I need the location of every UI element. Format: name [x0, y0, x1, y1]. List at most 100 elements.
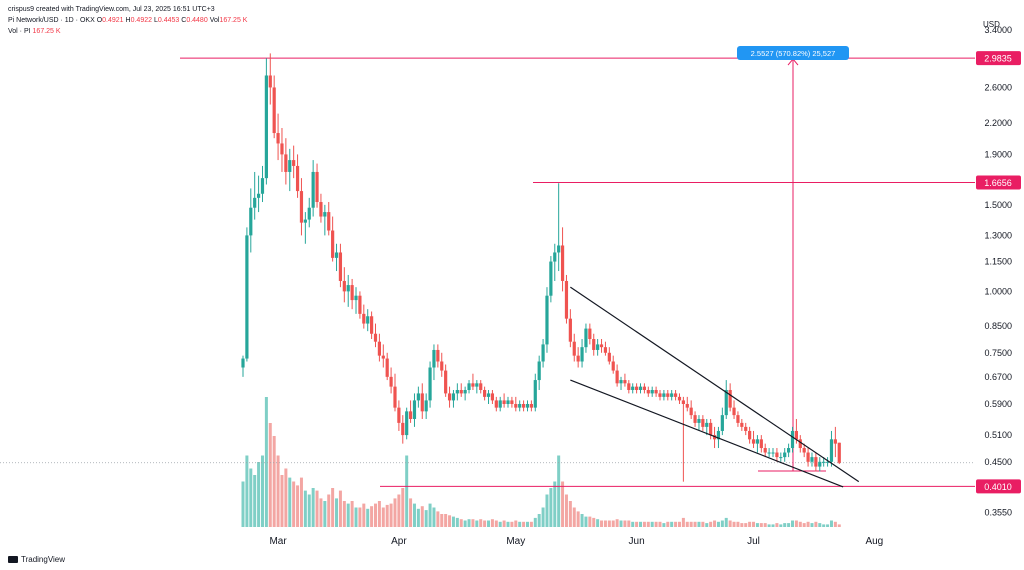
- candle-body: [576, 355, 580, 362]
- tradingview-logo[interactable]: TradingView: [8, 555, 65, 564]
- volume-bar: [716, 521, 720, 527]
- close-label: C: [181, 17, 187, 24]
- candle-body: [681, 400, 685, 404]
- candle-body: [490, 393, 495, 401]
- volume-bar: [533, 517, 537, 527]
- volume-bar: [346, 503, 350, 527]
- volume-bar: [642, 521, 646, 527]
- x-tick-label: Aug: [865, 536, 883, 547]
- candle-body: [529, 403, 533, 408]
- candle-body: [623, 380, 627, 384]
- candle-body: [260, 178, 265, 194]
- volume-bar: [494, 520, 498, 527]
- candle-body: [705, 422, 709, 427]
- volume-bar: [775, 523, 779, 527]
- candle-body: [806, 452, 810, 462]
- low-value: 0.4453: [157, 17, 180, 24]
- candle-body: [814, 457, 818, 467]
- candle-body: [560, 245, 565, 281]
- volume-bar: [381, 507, 385, 527]
- candle-body: [241, 358, 245, 368]
- candle-body: [588, 328, 592, 340]
- level-tag-label: 1.6656: [984, 178, 1012, 188]
- volume-bar: [603, 520, 607, 527]
- candle-body: [444, 370, 448, 394]
- candle-body: [370, 316, 374, 334]
- candle-body: [514, 403, 518, 408]
- volume-bar: [471, 519, 475, 527]
- candle-body: [596, 344, 600, 350]
- candle-body: [533, 380, 537, 408]
- candle-body: [397, 407, 401, 423]
- volume-bar: [448, 515, 452, 527]
- volume-bar: [350, 501, 354, 527]
- candle-body: [631, 386, 635, 390]
- y-tick-label: 0.5100: [984, 430, 1012, 440]
- volume-bar: [412, 503, 416, 527]
- volume-bar: [596, 519, 600, 527]
- measure-label: 2.5527 (570.82%) 25,527: [751, 49, 836, 58]
- candle-body: [790, 430, 795, 449]
- volume-bar: [697, 521, 701, 527]
- volume-bar: [385, 504, 389, 527]
- candle-body: [549, 261, 553, 296]
- volume-bar: [802, 523, 806, 527]
- volume-bar: [611, 520, 615, 527]
- volume-bar: [627, 520, 631, 527]
- volume-bar: [826, 524, 830, 527]
- volume-bar: [268, 423, 272, 527]
- volume-bar: [241, 481, 245, 527]
- volume-bar: [670, 521, 674, 527]
- volume-bar: [615, 519, 619, 527]
- volume-bar: [424, 510, 428, 527]
- candle-body: [568, 318, 572, 342]
- candle-body: [475, 383, 479, 387]
- volume-bar: [794, 520, 798, 527]
- volume-bar: [432, 507, 436, 527]
- volume-bar: [572, 507, 576, 527]
- volume-bar: [264, 397, 268, 527]
- candle-body: [825, 461, 830, 463]
- volume-bar: [338, 490, 342, 527]
- volume-bar: [787, 523, 791, 527]
- x-tick-label: May: [506, 536, 525, 547]
- y-tick-label: 0.3550: [984, 507, 1012, 517]
- candle-body: [619, 380, 623, 384]
- volume-bar: [689, 521, 693, 527]
- candle-body: [755, 439, 760, 444]
- candle-body: [794, 430, 798, 440]
- vol-label: Vol: [209, 17, 220, 24]
- volume-bar: [541, 507, 545, 527]
- volume-bar: [576, 511, 580, 527]
- candle-body: [740, 422, 744, 427]
- candle-body: [545, 295, 549, 345]
- candle-body: [268, 75, 272, 88]
- volume-legend: Vol · PI 167.25 K: [8, 26, 247, 37]
- candle-body: [315, 171, 319, 203]
- y-tick-label: 2.2000: [984, 118, 1012, 128]
- candle-body: [572, 341, 576, 356]
- tradingview-icon: [8, 556, 18, 563]
- volume-bar: [693, 521, 697, 527]
- candle-body: [428, 367, 432, 401]
- volume-bar: [272, 436, 276, 527]
- volume-bar: [260, 455, 264, 527]
- candle-body: [822, 461, 826, 463]
- candle-body: [319, 202, 323, 217]
- candle-body: [564, 280, 569, 319]
- y-tick-label: 1.1500: [984, 257, 1012, 267]
- candle-body: [525, 403, 530, 408]
- volume-bar: [592, 517, 596, 527]
- candle-body: [331, 230, 335, 258]
- candle-body: [638, 386, 643, 390]
- candle-body: [288, 160, 292, 172]
- volume-bar: [759, 523, 763, 527]
- volume-bar: [436, 511, 440, 527]
- volume-bar: [752, 521, 756, 527]
- candle-body: [802, 448, 806, 453]
- candle-body: [502, 400, 506, 404]
- volume-bar: [428, 503, 432, 527]
- y-tick-label: 1.3000: [984, 230, 1012, 240]
- volume-bar: [245, 455, 249, 527]
